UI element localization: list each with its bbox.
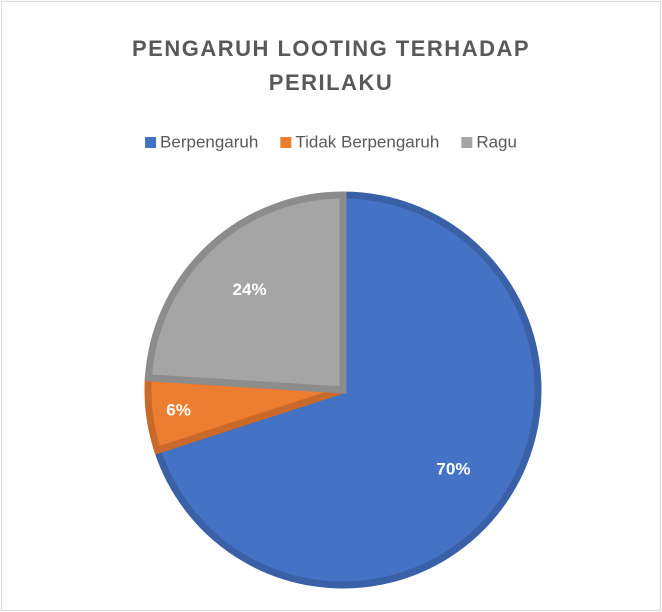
legend-swatch bbox=[145, 137, 157, 148]
legend-label: Berpengaruh bbox=[160, 132, 258, 151]
pie-slice bbox=[144, 191, 347, 394]
data-label: 24% bbox=[233, 280, 267, 299]
legend-swatch bbox=[461, 137, 473, 148]
data-label: 6% bbox=[166, 400, 191, 419]
legend-label: Tidak Berpengaruh bbox=[295, 132, 439, 151]
pie-slice bbox=[153, 191, 542, 589]
data-label: 70% bbox=[436, 460, 470, 479]
legend-label: Ragu bbox=[476, 132, 517, 151]
legend-swatch bbox=[280, 137, 292, 148]
chart-title: PENGARUH LOOTING TERHADAP PERILAKU bbox=[131, 36, 531, 95]
